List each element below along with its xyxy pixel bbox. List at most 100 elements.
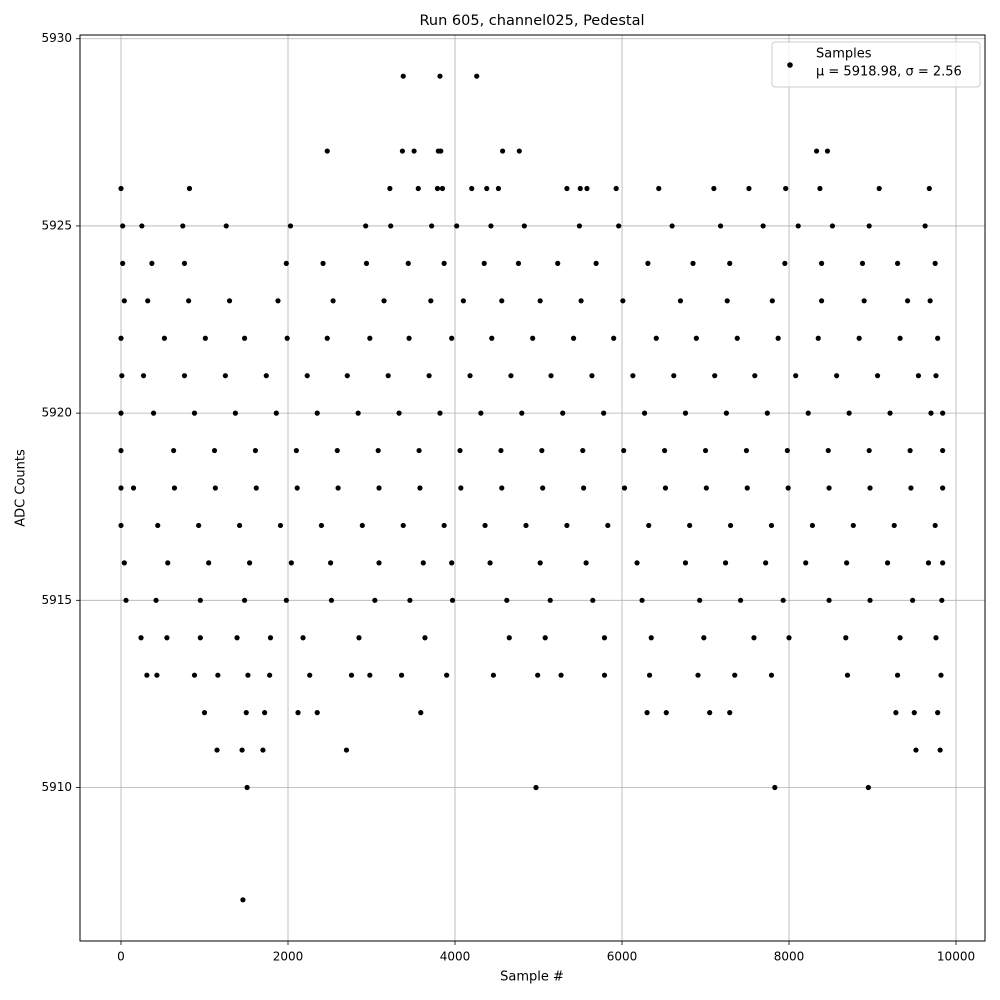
point [793,373,799,379]
y-tick-label: 5915 [41,593,72,607]
point [420,560,426,566]
point [866,223,872,229]
point [139,223,145,229]
point [437,410,443,416]
point [355,410,361,416]
point [783,185,789,192]
point [829,223,836,229]
point [682,410,689,416]
point [577,185,583,192]
point [876,185,882,192]
point [662,485,669,491]
point [933,635,939,641]
point [897,635,903,641]
point [611,335,617,341]
point [690,260,696,266]
point [772,784,778,791]
point [940,447,946,454]
point [121,560,127,566]
point [537,560,543,566]
chart-title: Run 605, channel025, Pedestal [419,13,644,29]
point [376,485,382,491]
point [449,335,455,341]
point [201,710,208,716]
point [444,672,450,678]
point [884,560,891,566]
point [241,335,248,341]
point [273,410,279,416]
point [474,73,480,79]
legend: Samples μ = 5918.98, σ = 2.56 [771,41,981,88]
point [601,672,608,678]
point [786,635,792,641]
legend-label: Samples [816,47,872,62]
point [253,485,259,491]
point [144,672,150,678]
point [656,185,662,192]
point [548,373,554,379]
point [555,260,561,266]
point [744,485,750,491]
point [417,485,423,491]
point [327,560,334,566]
point [646,522,652,529]
point [763,560,769,566]
point [580,447,586,454]
x-tick-label: 4000 [440,950,471,964]
point [894,672,901,678]
point [894,260,901,266]
point [732,672,738,678]
point [295,710,301,716]
point [547,597,553,603]
point [140,373,147,379]
point [385,373,391,379]
point [262,710,268,716]
point [922,223,928,229]
point [324,148,330,154]
point [815,335,821,341]
point [928,410,934,416]
point [449,560,455,566]
x-tick-label: 6000 [607,950,638,964]
x-tick-label: 2000 [273,950,304,964]
point [701,635,707,641]
point [381,298,387,304]
point [933,373,939,379]
point [186,298,192,304]
point [782,260,788,266]
point [570,335,577,341]
point [601,635,608,641]
point [578,298,584,304]
point [367,335,373,341]
point [415,185,421,192]
point [940,560,946,566]
point [348,672,355,678]
point [795,223,801,229]
point [283,260,289,266]
point [434,185,441,192]
point [702,447,709,454]
point [119,373,125,379]
point [583,560,589,566]
point [506,635,512,641]
point [504,597,510,603]
point [616,223,622,229]
point [590,597,596,603]
point [558,672,564,678]
point [727,260,733,266]
point [663,710,669,716]
point [662,447,668,454]
point [467,373,473,379]
point [406,335,412,341]
point [153,597,159,603]
x-tick-label: 0 [117,950,125,964]
point [226,298,233,304]
point [260,747,266,753]
point [400,73,406,79]
point [335,485,341,491]
point [908,485,914,491]
point [727,522,734,529]
point [118,185,124,192]
point [537,298,543,304]
point [186,185,193,192]
